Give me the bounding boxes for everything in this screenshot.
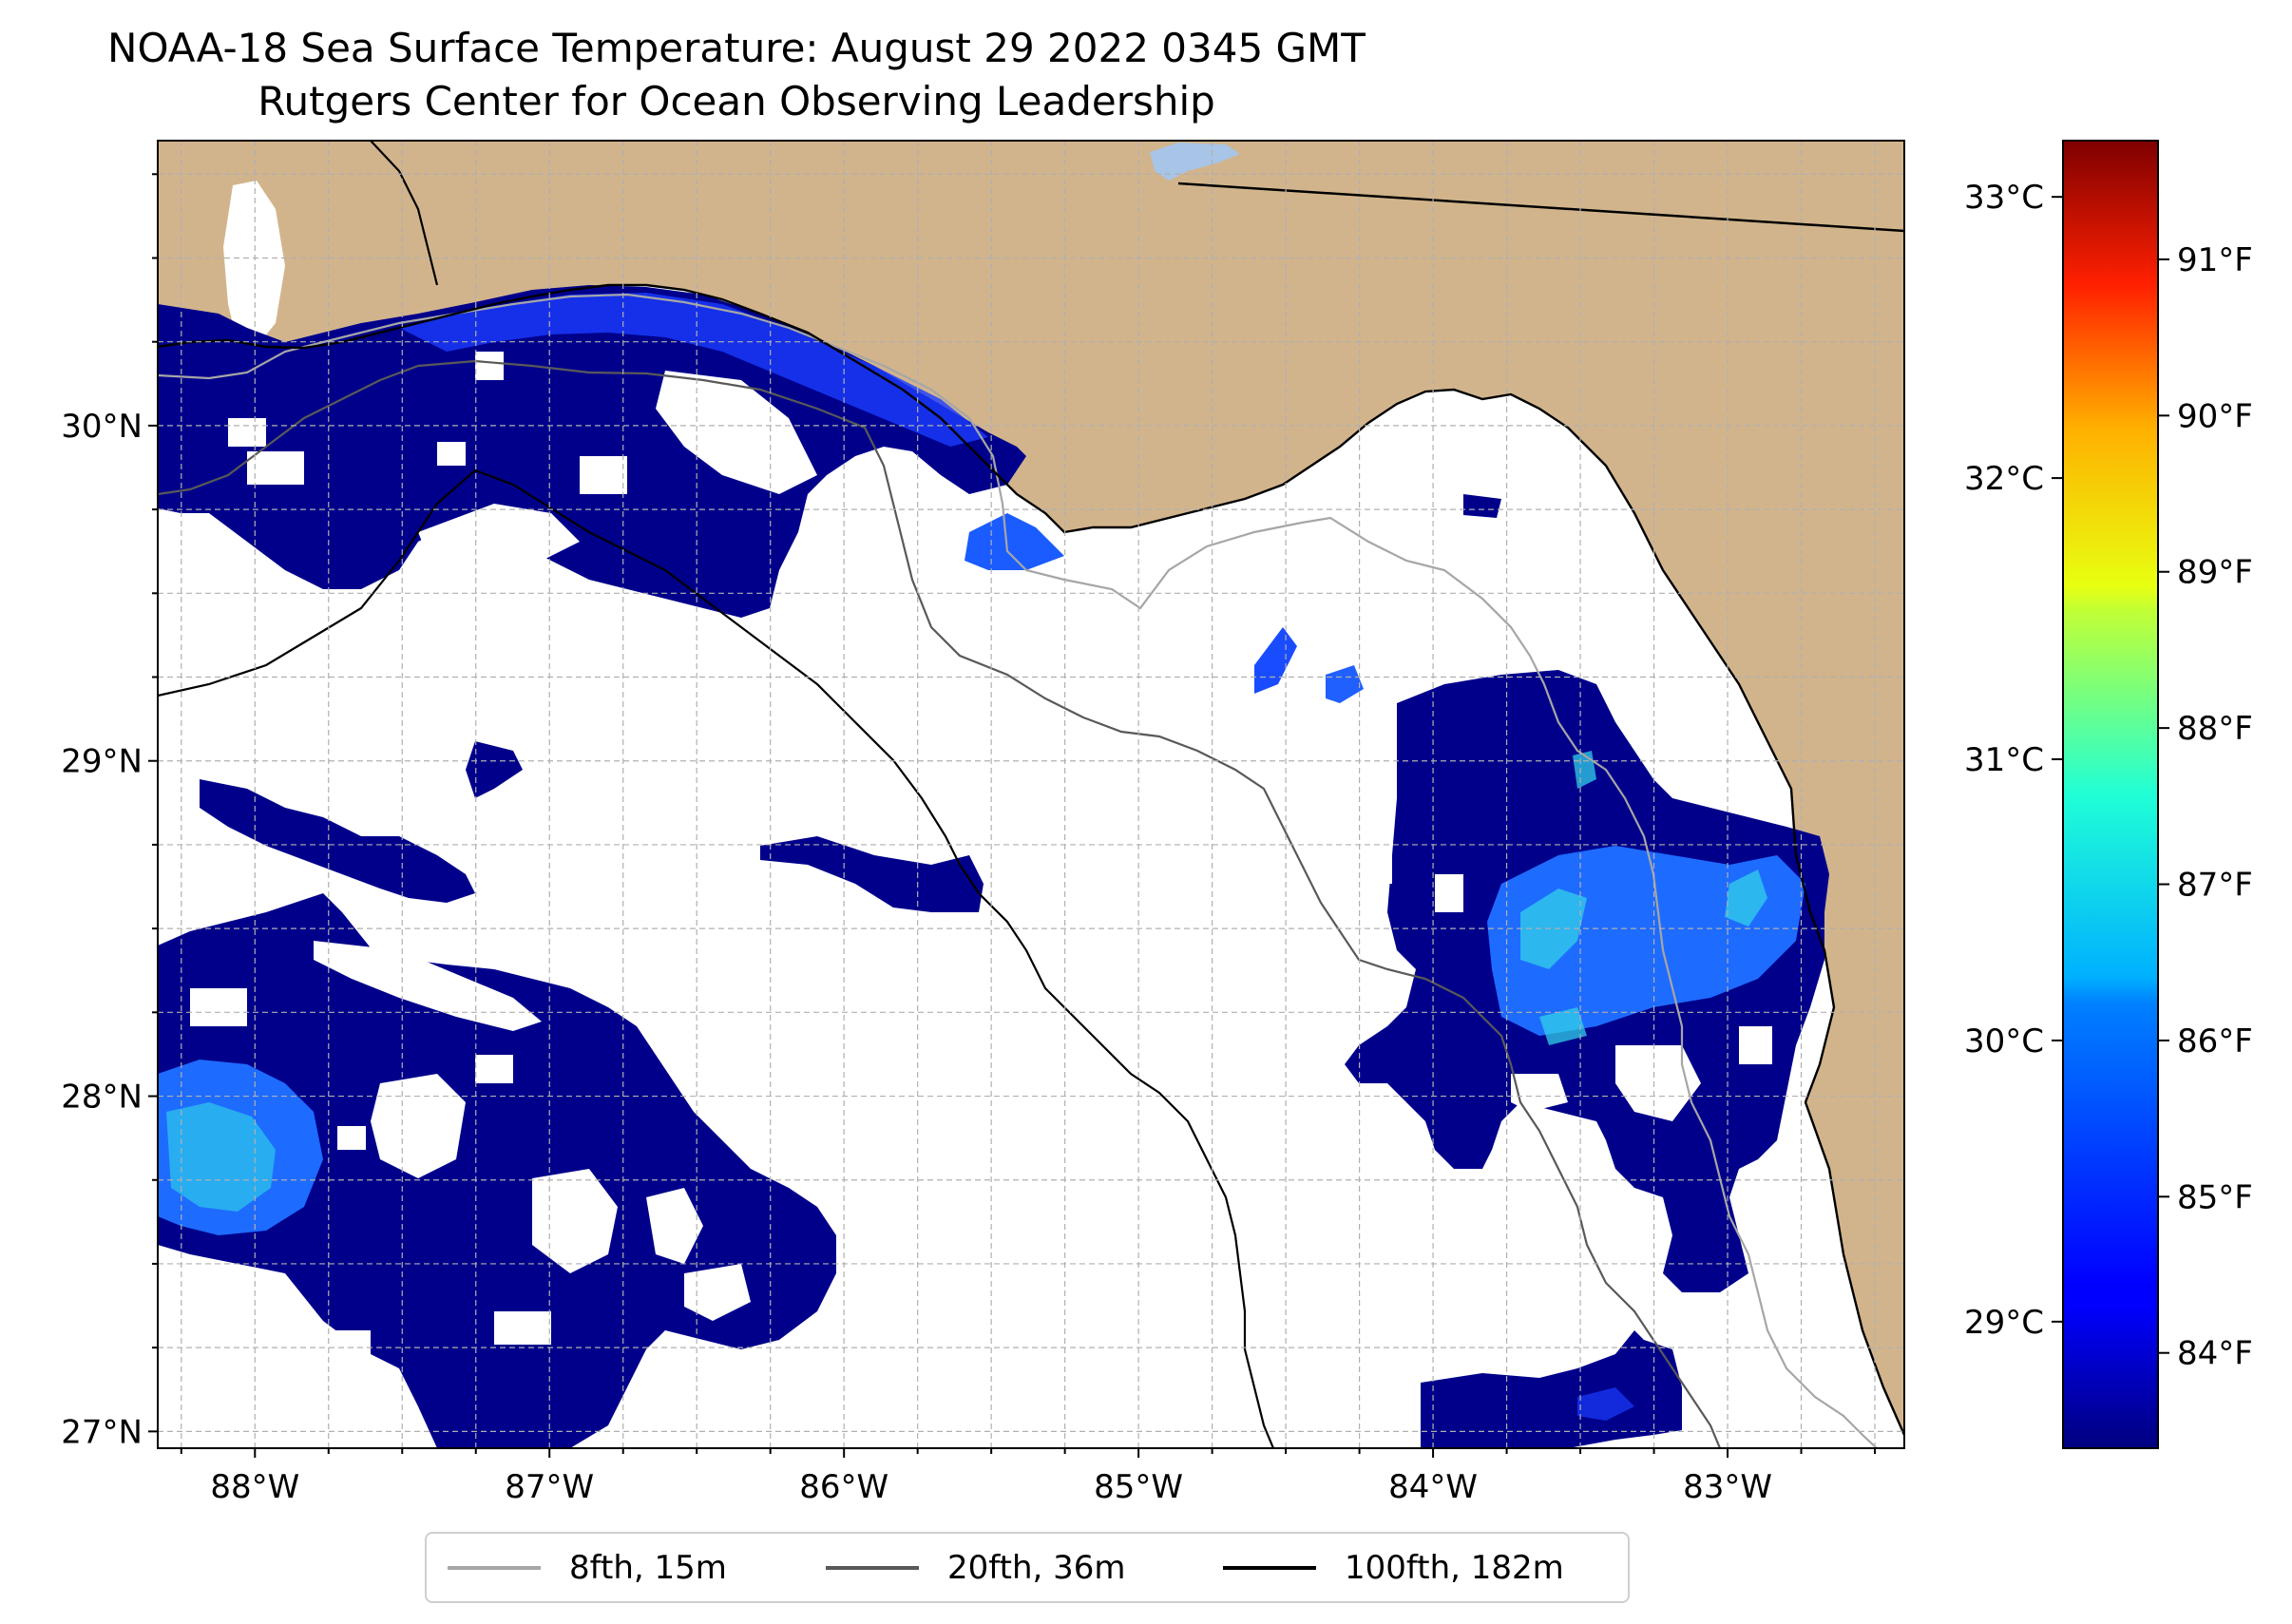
celsius-tick-label: 30°C xyxy=(1964,1022,2044,1060)
sst-south-patch xyxy=(1577,1387,1634,1421)
mobile-bay xyxy=(223,181,285,347)
no-data-gap xyxy=(314,941,542,1031)
sst-east-cyan xyxy=(1520,888,1587,969)
legend-swatch-100fth xyxy=(1223,1565,1316,1570)
fahrenheit-tick-label: 87°F xyxy=(2177,867,2253,905)
no-data-gap xyxy=(532,1169,618,1273)
no-data-gap xyxy=(580,456,627,494)
celsius-tick-label: 31°C xyxy=(1964,741,2044,779)
fahrenheit-tick-label: 90°F xyxy=(2177,397,2253,435)
lon-tick-label: 83°W xyxy=(1683,1468,1772,1506)
no-data-gap xyxy=(1615,1045,1701,1121)
isobath-15m xyxy=(158,293,1878,1448)
lat-tick-label: 28°N xyxy=(61,1079,143,1117)
colorbar-celsius-axis: 29°C 30°C 31°C 32°C 33°C xyxy=(1964,179,2063,1342)
colorbar-fahrenheit-axis: 84°F 85°F 86°F 87°F 88°F 89°F 90°F 91°F xyxy=(2158,241,2253,1373)
no-data-gap xyxy=(1330,741,1392,884)
legend-swatch-8fth xyxy=(448,1565,541,1570)
map-grid xyxy=(158,141,1904,1448)
sst-coastal-warm xyxy=(399,293,988,447)
no-data-gap xyxy=(437,442,466,466)
sst-streak xyxy=(466,741,523,798)
fahrenheit-tick-label: 85°F xyxy=(2177,1178,2253,1216)
no-data-gap xyxy=(684,1264,751,1321)
no-data-gap xyxy=(646,1188,703,1264)
fahrenheit-tick-label: 88°F xyxy=(2177,710,2253,748)
no-data-gap xyxy=(1511,1074,1568,1112)
no-data-gap xyxy=(475,352,504,380)
lat-tick-label: 27°N xyxy=(61,1413,143,1451)
isobath-legend: 8fth, 15m 20fth, 36m 100fth, 182m xyxy=(425,1532,1630,1603)
sst-south-patch xyxy=(1421,1330,1682,1448)
sst-west-cyan xyxy=(166,1102,276,1212)
latitude-axis: 30°N 29°N 28°N 27°N xyxy=(61,173,158,1451)
no-data-gap xyxy=(418,504,580,561)
longitude-axis: 88°W 87°W 86°W 85°W 84°W 83°W xyxy=(180,1448,1877,1506)
lon-tick-label: 85°W xyxy=(1094,1468,1183,1506)
no-data-gap xyxy=(337,1126,366,1150)
lon-tick-label: 86°W xyxy=(799,1468,888,1506)
legend-item-20fth: 20fth, 36m xyxy=(826,1534,1126,1601)
no-data-gap xyxy=(371,1074,466,1178)
celsius-tick-label: 33°C xyxy=(1964,179,2044,217)
isobath-182m xyxy=(158,468,1275,1448)
map-frame xyxy=(157,140,1905,1449)
legend-item-100fth: 100fth, 182m xyxy=(1223,1534,1564,1601)
state-boundary xyxy=(370,141,439,286)
no-data-gap xyxy=(494,1311,551,1345)
legend-label-20fth: 20fth, 36m xyxy=(947,1548,1126,1587)
fahrenheit-tick-label: 91°F xyxy=(2177,241,2253,279)
no-data-gap xyxy=(1435,874,1463,912)
sst-west-region xyxy=(158,893,836,1448)
no-data-gap xyxy=(475,1055,513,1083)
lat-tick-label: 29°N xyxy=(61,743,143,781)
land-mass xyxy=(158,141,1904,1435)
colorbar-frame xyxy=(2062,140,2159,1449)
no-data-gap xyxy=(656,371,817,494)
no-data-gap xyxy=(333,1330,371,1359)
state-boundary xyxy=(1177,182,1904,233)
sst-east-cyan xyxy=(1725,869,1767,927)
sst-west-upper xyxy=(200,779,475,903)
fahrenheit-tick-label: 86°F xyxy=(2177,1022,2253,1060)
colorbar xyxy=(2063,141,2158,1448)
fahrenheit-tick-label: 89°F xyxy=(2177,554,2253,592)
no-data-gap xyxy=(190,988,247,1026)
celsius-tick-label: 29°C xyxy=(1964,1304,2044,1342)
no-data-gap xyxy=(247,451,304,485)
celsius-tick-label: 32°C xyxy=(1964,460,2044,498)
sst-east-cyan xyxy=(1539,1007,1587,1045)
map-area xyxy=(158,141,1904,1448)
lon-tick-label: 84°W xyxy=(1388,1468,1478,1506)
fahrenheit-tick-label: 84°F xyxy=(2177,1335,2253,1373)
no-data-gap xyxy=(1739,1026,1772,1064)
legend-swatch-20fth xyxy=(826,1565,919,1570)
legend-label-8fth: 8fth, 15m xyxy=(569,1548,727,1587)
legend-label-100fth: 100fth, 182m xyxy=(1345,1548,1564,1587)
coastline xyxy=(158,283,1904,1436)
lat-tick-label: 30°N xyxy=(61,408,143,446)
lake xyxy=(1150,143,1240,181)
sst-streak xyxy=(760,836,984,912)
map-subtitle: Rutgers Center for Ocean Observing Leade… xyxy=(258,78,1215,124)
lon-tick-label: 87°W xyxy=(505,1468,594,1506)
sst-small-patch xyxy=(1463,494,1501,518)
no-data-gap xyxy=(228,418,266,447)
sst-bay-patch xyxy=(965,513,1064,570)
isobath-36m xyxy=(158,359,1722,1448)
sst-small-patch xyxy=(1326,665,1364,703)
map-title: NOAA-18 Sea Surface Temperature: August … xyxy=(107,25,1366,71)
lon-tick-label: 88°W xyxy=(210,1468,299,1506)
legend-item-8fth: 8fth, 15m xyxy=(448,1534,727,1601)
